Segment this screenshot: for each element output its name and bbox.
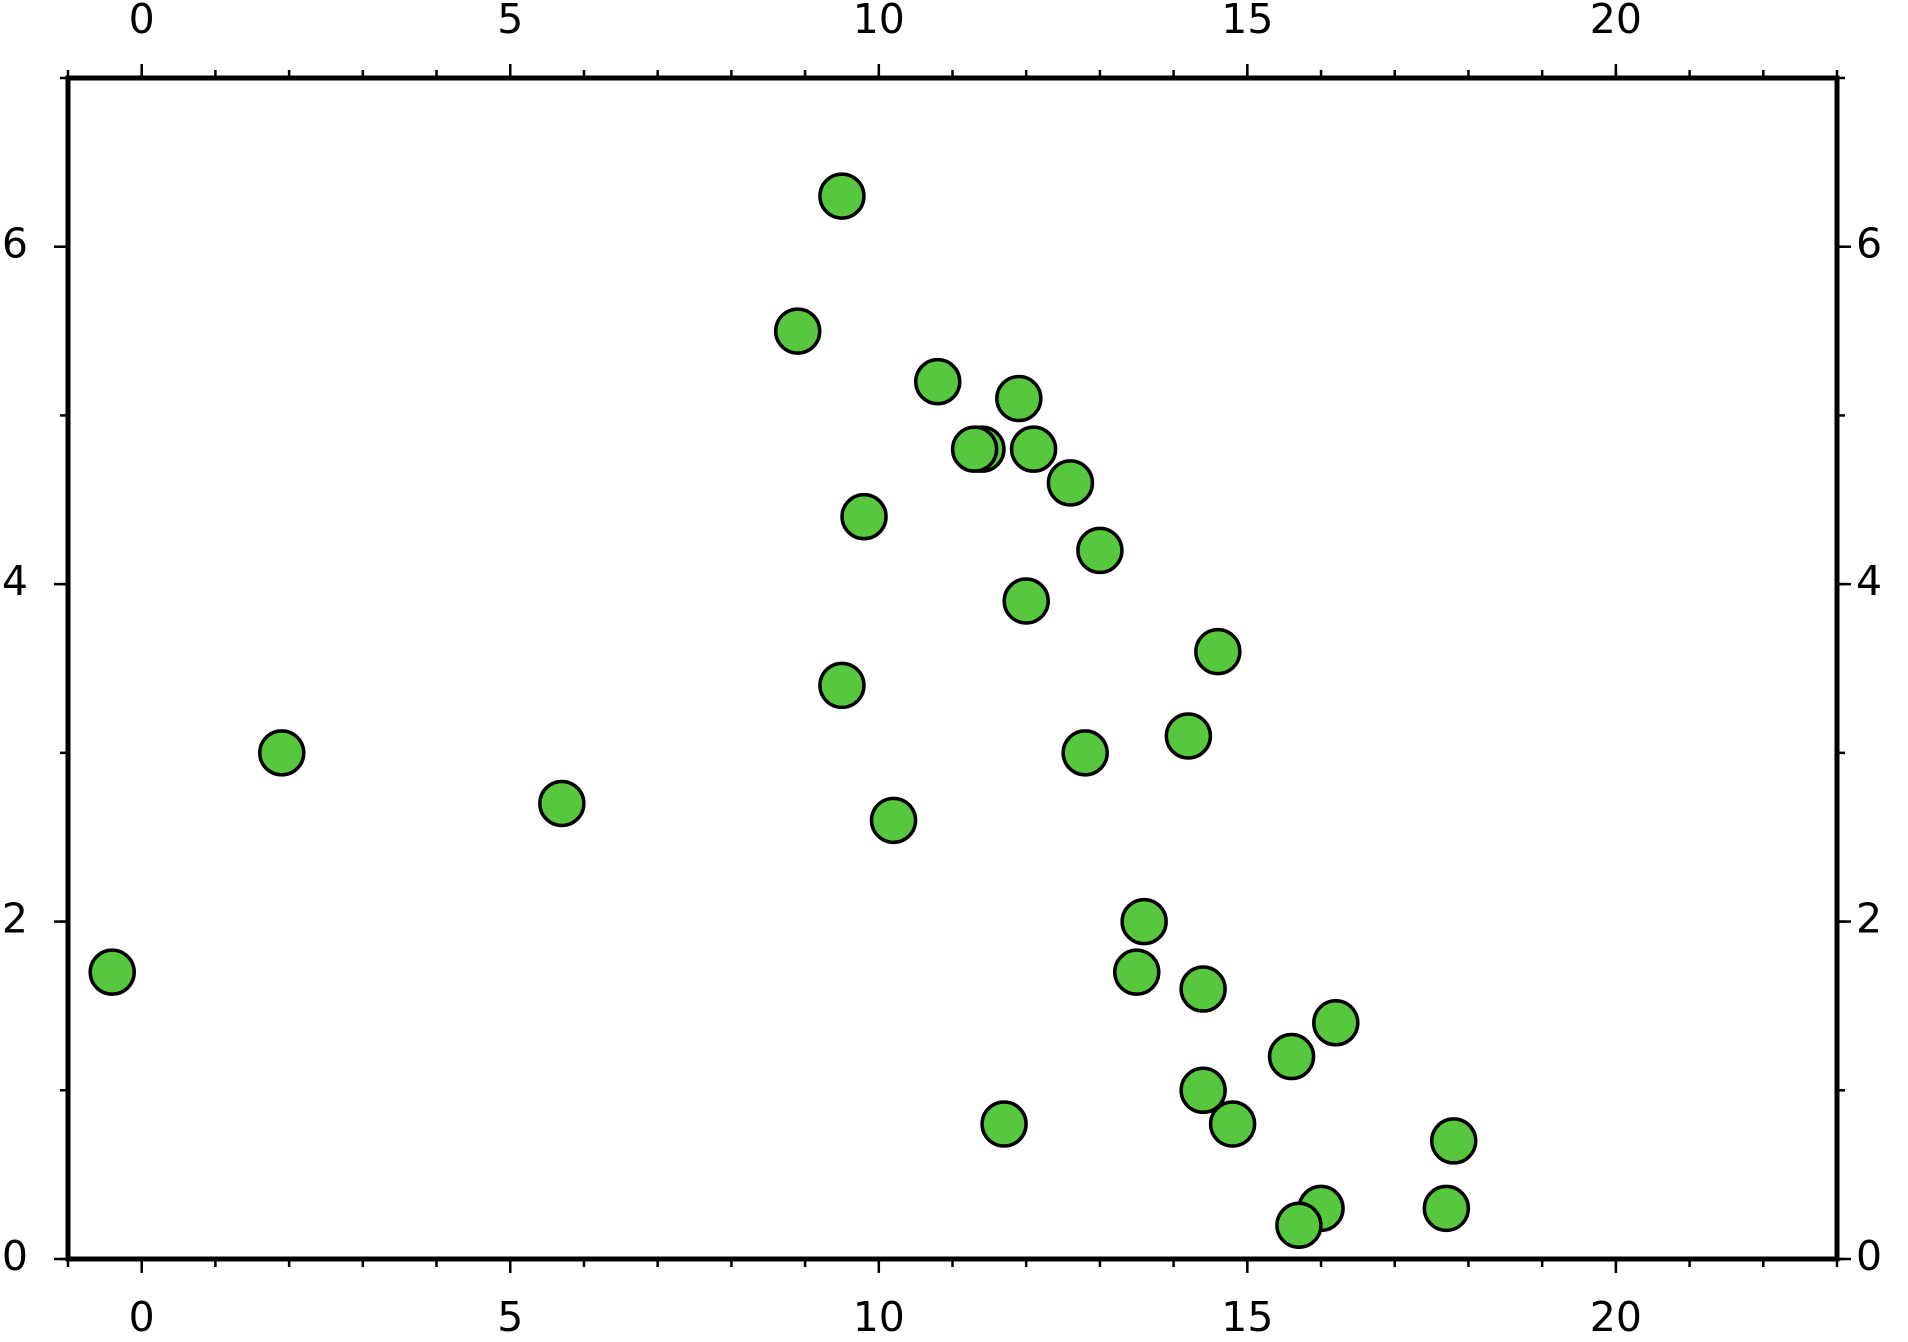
point [1061,729,1109,777]
point [914,357,962,406]
point [818,172,866,220]
y-tick-label: 2 [1856,895,1882,943]
point [995,374,1043,423]
y-tick-label: 0 [1856,1232,1882,1280]
point [1208,1100,1257,1148]
x-tick-label: 20 [1590,0,1642,43]
point [1113,948,1161,996]
point [950,425,999,473]
y-tick-label: 2 [2,895,28,943]
y-tick-label: 4 [1856,557,1882,605]
x-tick-label: 15 [1221,1293,1273,1338]
point [1164,712,1213,760]
point [1429,1117,1478,1165]
y-tick-label: 4 [2,557,28,605]
y-tick-label: 0 [2,1232,28,1280]
point [1267,1032,1316,1081]
x-tick-label: 20 [1590,1293,1642,1338]
point [773,307,822,355]
point [869,796,918,845]
x-tick-label: 0 [129,1293,155,1338]
y-tick-label: 6 [1856,220,1882,268]
point [1194,627,1242,676]
point [1275,1201,1323,1250]
x-tick-label: 0 [129,0,155,43]
x-tick-label: 5 [497,0,523,43]
x-tick-label: 5 [497,1293,523,1338]
point [1312,999,1360,1047]
x-tick-label: 10 [853,1293,905,1338]
point [88,948,136,996]
point [818,661,866,710]
point [1422,1184,1471,1233]
x-tick-label: 10 [853,0,905,43]
point [538,779,586,828]
point [1046,459,1095,507]
point [1009,425,1058,473]
y-tick-label: 6 [2,220,28,268]
point [980,1100,1028,1148]
x-tick-label: 15 [1221,0,1273,43]
point [1076,526,1124,575]
point [840,492,888,541]
point [1179,1066,1227,1115]
point [1120,897,1168,946]
plot-frame [65,75,1840,1262]
point [258,729,306,777]
point [1179,965,1227,1013]
point [1002,577,1050,625]
